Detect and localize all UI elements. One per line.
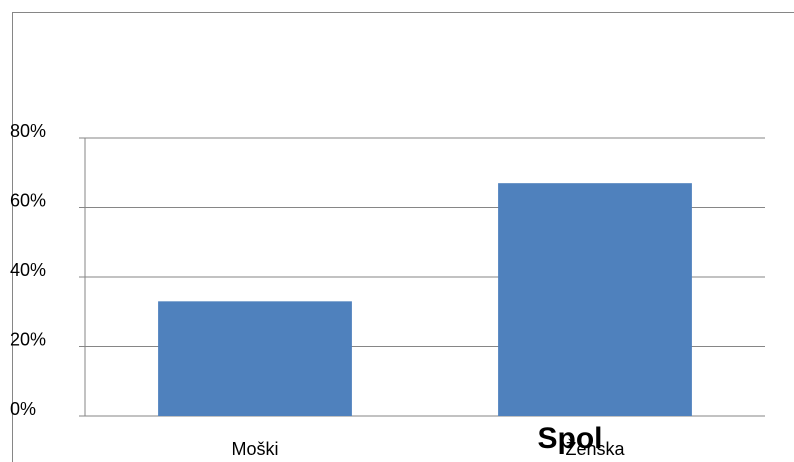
chart-border	[12, 12, 794, 462]
chart-title: Spol	[538, 422, 603, 455]
y-tick-label: 60%	[10, 190, 46, 210]
bar	[498, 183, 692, 416]
y-tick-label: 80%	[10, 121, 46, 141]
y-tick-label: 40%	[10, 260, 46, 280]
y-tick-label: 0%	[10, 399, 36, 419]
bar	[158, 301, 352, 416]
x-tick-label: Ženska	[565, 439, 625, 459]
y-tick-label: 20%	[10, 329, 46, 349]
x-tick-label: Moški	[231, 439, 278, 459]
